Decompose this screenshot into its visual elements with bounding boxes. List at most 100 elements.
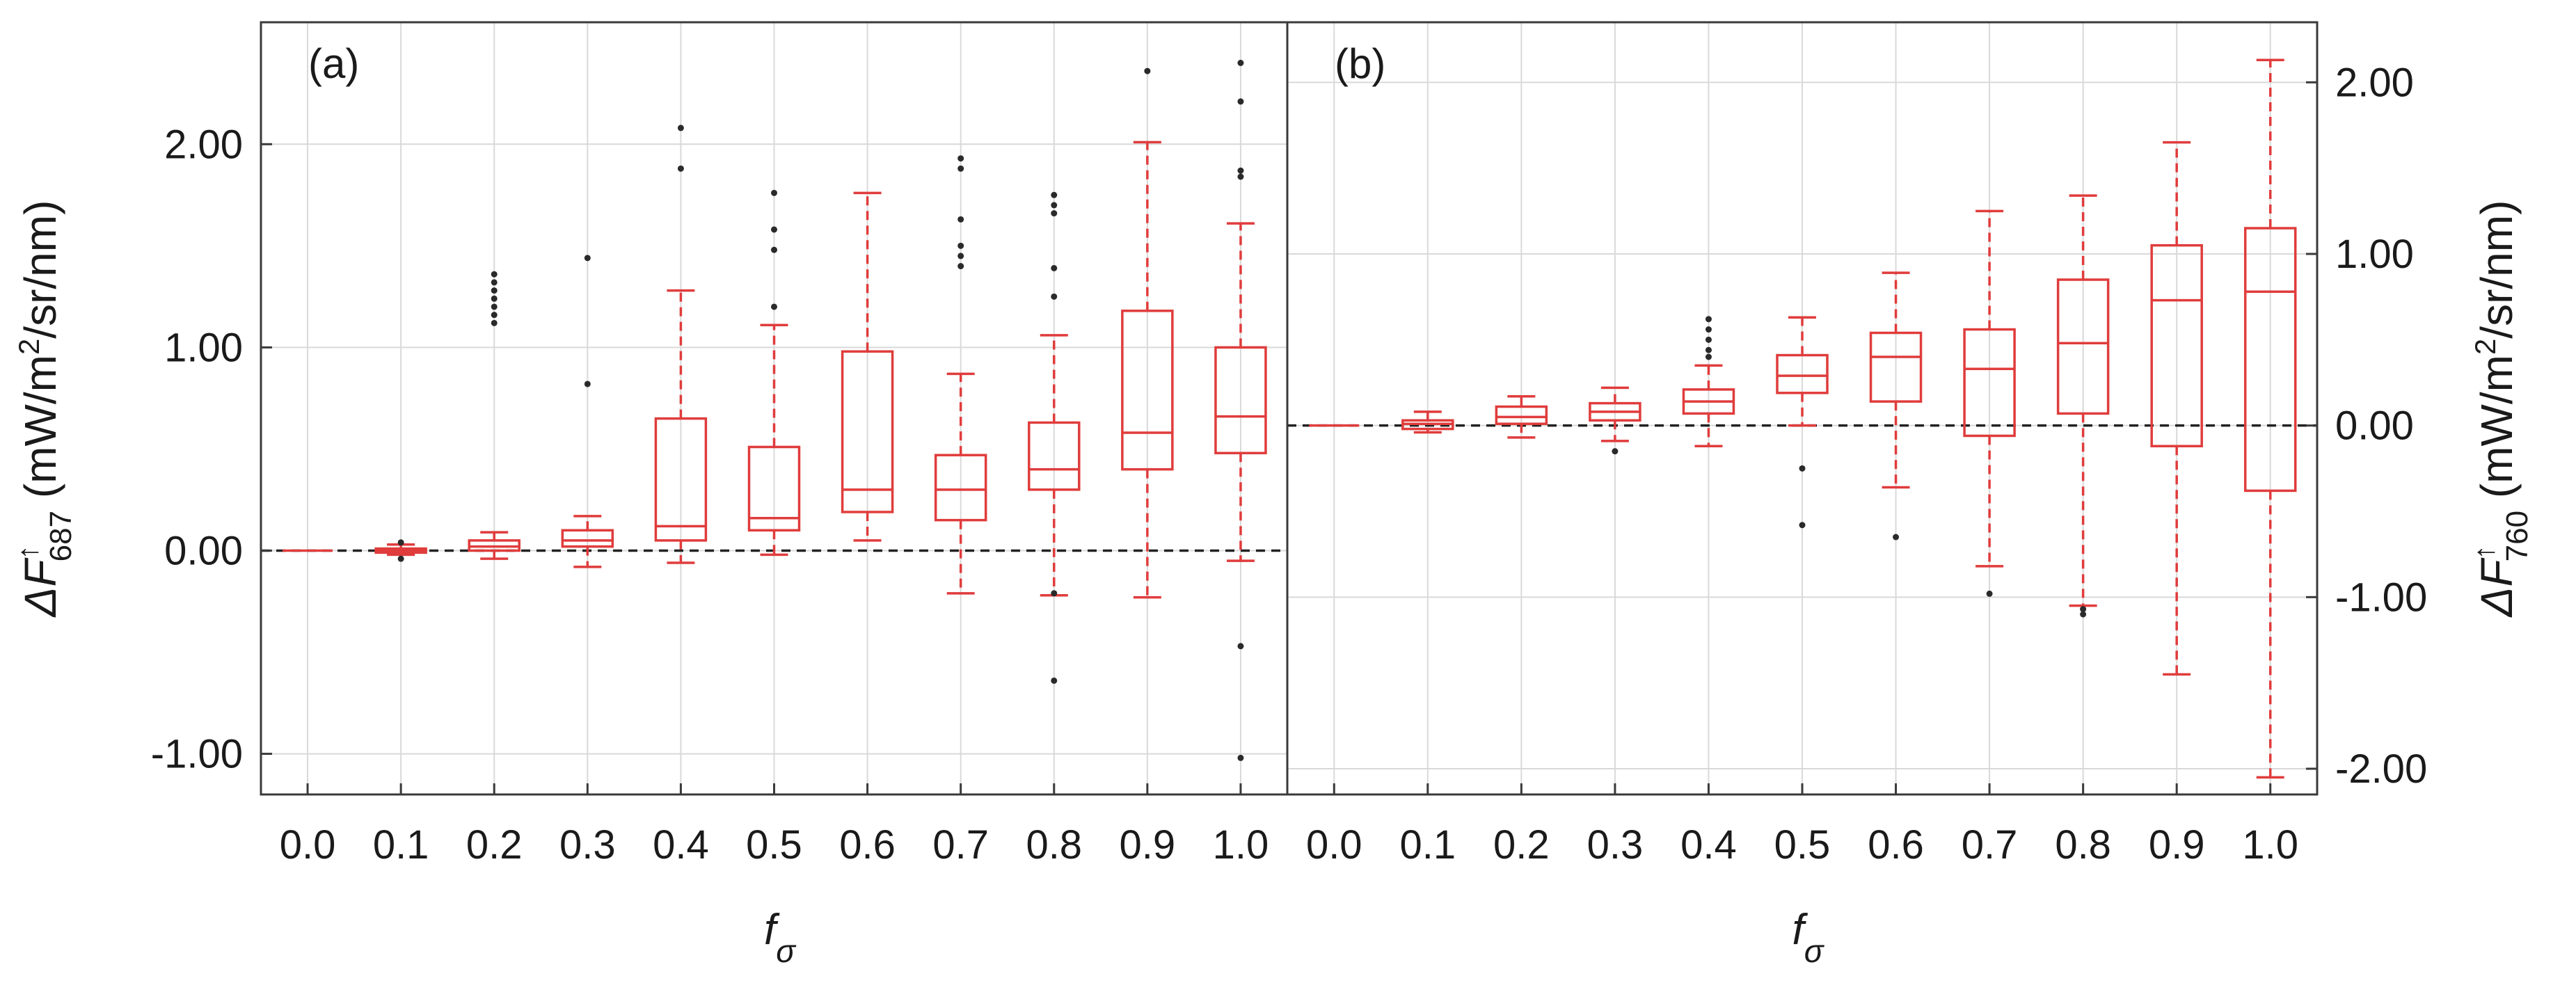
outlier-point: [1705, 346, 1712, 353]
box-0.3: [561, 255, 614, 568]
x-tick-label: 0.5: [1774, 822, 1831, 868]
y-tick-label: -1.00: [2335, 575, 2427, 620]
y-axis-label-symbol: ΔF: [2472, 557, 2522, 618]
box-0.1: [1401, 410, 1454, 434]
iqr-box: [2243, 227, 2297, 493]
outlier-point: [491, 287, 498, 294]
outlier-point: [1051, 202, 1058, 209]
x-axis-label: fσ: [1792, 906, 1825, 969]
outlier-point: [1051, 293, 1058, 300]
outlier-point: [957, 253, 964, 259]
box-0.2: [1495, 394, 1548, 439]
y-axis-label: ΔF↑687 (mW/m2/sr/nm): [11, 200, 78, 618]
iqr-box: [1121, 310, 1174, 471]
outlier-point: [491, 279, 498, 286]
x-tick-label: 0.4: [653, 822, 709, 868]
y-tick-label: 1.00: [164, 325, 243, 370]
x-tick-label: 0.2: [1493, 822, 1550, 868]
y-axis-label-subscript: 760: [2500, 511, 2534, 561]
box-0.2: [468, 271, 520, 560]
box-0.5: [747, 189, 801, 557]
x-tick-label: 0.1: [373, 822, 429, 868]
iqr-box: [747, 445, 801, 532]
outlier-point: [1705, 316, 1712, 323]
y-tick-label: 2.00: [2335, 60, 2414, 105]
outlier-point: [1893, 534, 1900, 541]
iqr-box: [561, 529, 614, 548]
iqr-box: [1776, 353, 1829, 394]
box-1.0: [1214, 59, 1267, 761]
outlier-point: [2080, 606, 2087, 613]
outlier-point: [491, 319, 498, 326]
outlier-point: [771, 246, 777, 253]
outlier-point: [677, 125, 684, 131]
outlier-point: [1799, 465, 1806, 472]
outlier-point: [1237, 643, 1244, 650]
x-axis-label-subscript: σ: [776, 933, 797, 969]
x-tick-label: 0.0: [1306, 822, 1362, 868]
iqr-box: [1869, 331, 1923, 403]
y-tick-label: -1.00: [151, 732, 243, 777]
y-axis-label: ΔF↑760 (mW/m2/sr/nm): [2467, 200, 2534, 618]
y-axis-label-superscript: ↑: [2467, 545, 2500, 559]
outlier-point: [1237, 167, 1244, 174]
y-axis-label-units-superscript: 2: [2469, 339, 2502, 355]
x-tick-label: 0.5: [746, 822, 802, 868]
x-tick-label: 0.6: [839, 822, 896, 868]
y-tick-label: 0.00: [164, 528, 243, 573]
outlier-point: [491, 271, 498, 278]
outlier-point: [771, 226, 777, 233]
iqr-box: [1963, 328, 2016, 438]
outlier-point: [957, 155, 964, 162]
x-tick-label: 0.3: [559, 822, 616, 868]
box-0.9: [1121, 67, 1174, 599]
iqr-box: [1495, 405, 1548, 425]
outlier-point: [1237, 59, 1244, 66]
panel-label: (b): [1335, 40, 1385, 87]
panel-b: -2.00 -1.00 0.00 1.00 2.00 0.0 0.1 0.2 0.3 0.4 0.5…: [1286, 21, 2534, 969]
y-axis-label-symbol: ΔF: [15, 557, 65, 618]
outlier-point: [491, 312, 498, 319]
x-tick-label: 0.9: [1120, 822, 1176, 868]
box-0.9: [2150, 141, 2203, 676]
outlier-point: [1237, 754, 1244, 761]
x-tick-label: 0.6: [1868, 822, 1924, 868]
outlier-point: [957, 242, 964, 249]
box-0.5: [1776, 316, 1829, 529]
box-0.1: [374, 539, 427, 562]
y-axis-label-units-tail: /sr/nm): [15, 200, 65, 339]
panel-label: (a): [308, 40, 359, 87]
outlier-point: [584, 255, 591, 262]
outlier-point: [1051, 677, 1058, 684]
x-tick-label: 0.3: [1587, 822, 1644, 868]
outlier-point: [771, 303, 777, 310]
outlier-point: [397, 555, 404, 562]
box-0.4: [1682, 316, 1735, 448]
iqr-box: [2150, 243, 2203, 448]
y-axis-label-units: (mW/m: [2472, 355, 2522, 511]
outlier-point: [957, 263, 964, 270]
y-tick-label: 2.00: [164, 122, 243, 167]
y-axis-label-units-tail: /sr/nm): [2472, 200, 2522, 339]
iqr-box: [1214, 346, 1267, 455]
box-0.6: [841, 191, 894, 542]
outlier-point: [1051, 590, 1058, 597]
outlier-point: [1986, 590, 1993, 597]
box-0.8: [1028, 191, 1081, 684]
outlier-point: [1237, 173, 1244, 180]
outlier-point: [1612, 448, 1619, 455]
outlier-point: [677, 165, 684, 172]
outlier-point: [1237, 98, 1244, 105]
box-0.4: [654, 125, 708, 564]
x-tick-label: 0.2: [466, 822, 523, 868]
x-tick-label: 0.7: [1962, 822, 2018, 868]
x-tick-label: 1.0: [1213, 822, 1269, 868]
y-axis-label-units: (mW/m: [15, 355, 65, 511]
outlier-point: [957, 216, 964, 223]
box-0.6: [1869, 271, 1923, 541]
outlier-point: [1705, 353, 1712, 360]
x-tick-label: 0.4: [1680, 822, 1737, 868]
outlier-point: [1799, 522, 1806, 529]
x-tick-label: 1.0: [2242, 822, 2298, 868]
